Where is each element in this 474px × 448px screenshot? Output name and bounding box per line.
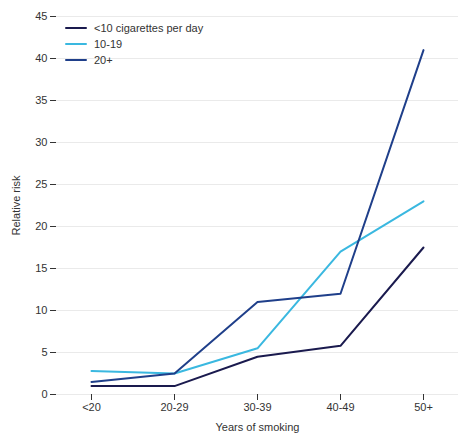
svg-text:Years of smoking: Years of smoking (216, 421, 300, 433)
html-text:20+: 20+ (94, 54, 113, 66)
html-text:<10 cigarettes per day: <10 cigarettes per day (94, 22, 204, 34)
svg-text:40-49: 40-49 (326, 401, 354, 413)
svg-text:<20: <20 (82, 401, 101, 413)
svg-text:50+: 50+ (414, 401, 433, 413)
svg-text:35: 35 (35, 94, 47, 106)
svg-text:45: 45 (35, 10, 47, 22)
svg-text:20: 20 (35, 220, 47, 232)
svg-text:Relative risk: Relative risk (10, 175, 22, 235)
html-text:10-19: 10-19 (94, 38, 123, 50)
svg-text:20-29: 20-29 (160, 401, 188, 413)
svg-text:10: 10 (35, 304, 47, 316)
svg-text:30-39: 30-39 (243, 401, 271, 413)
svg-text:5: 5 (41, 346, 47, 358)
svg-text:25: 25 (35, 178, 47, 190)
svg-text:0: 0 (41, 388, 47, 400)
svg-text:15: 15 (35, 262, 47, 274)
svg-text:30: 30 (35, 136, 47, 148)
svg-text:40: 40 (35, 52, 47, 64)
